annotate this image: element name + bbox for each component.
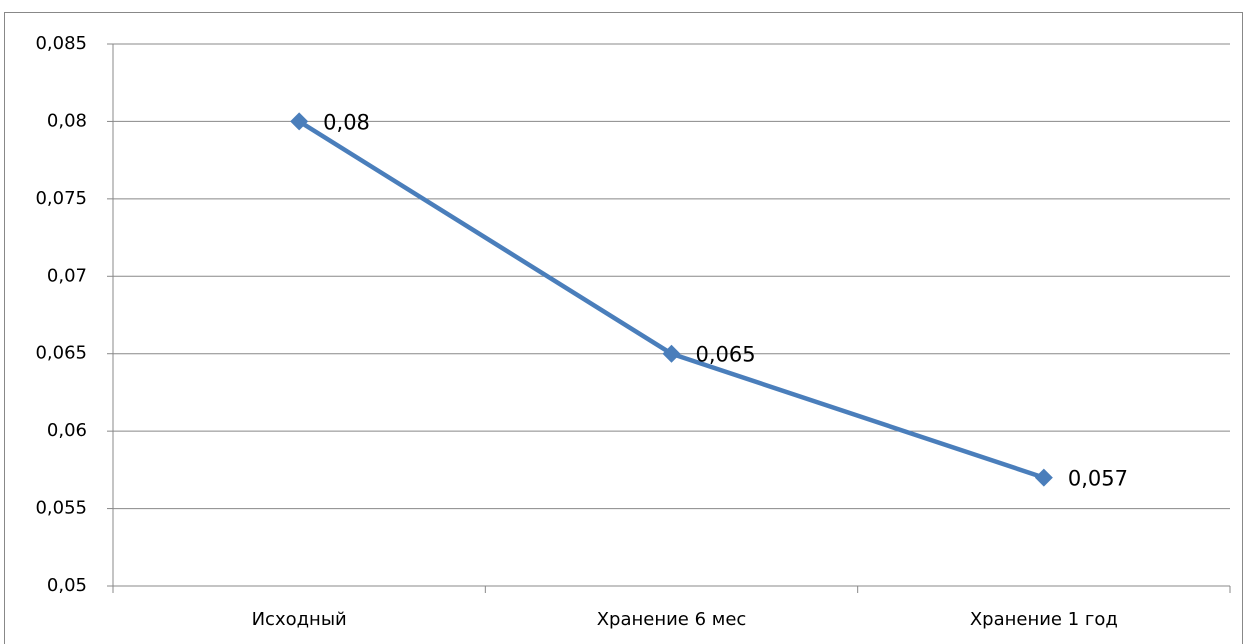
data-label: 0,065 [696, 343, 756, 367]
marker [662, 344, 681, 363]
y-tick-label: 0,05 [47, 575, 87, 596]
y-tick-label: 0,075 [35, 188, 87, 209]
y-tick-label: 0,055 [35, 498, 87, 519]
y-tick-label: 0,065 [35, 343, 87, 364]
marker [290, 112, 309, 131]
x-tick-label: Исходный [252, 609, 347, 630]
y-tick-label: 0,085 [35, 33, 87, 54]
y-tick-label: 0,06 [47, 420, 87, 441]
y-tick-label: 0,08 [47, 110, 87, 131]
x-tick-label: Хранение 1 год [970, 609, 1118, 630]
x-tick-label: Хранение 6 мес [597, 609, 747, 630]
data-label: 0,08 [323, 110, 370, 134]
y-tick-label: 0,07 [47, 265, 87, 286]
chart-border [4, 12, 1243, 644]
data-label: 0,057 [1068, 467, 1128, 491]
marker [1034, 468, 1053, 487]
